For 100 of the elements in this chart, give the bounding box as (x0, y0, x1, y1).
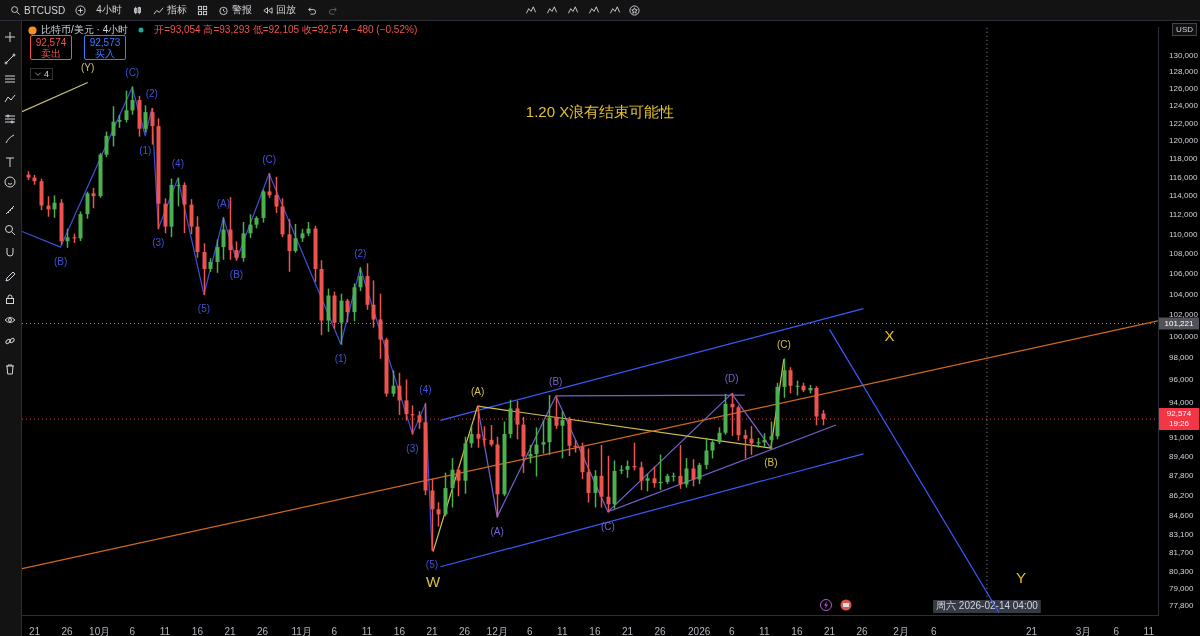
annotation: (B) (229, 268, 244, 280)
x-tick-label: 26 (654, 625, 667, 636)
y-tick-label: 77,800 (1169, 600, 1195, 610)
y-tick-label: 118,000 (1169, 154, 1198, 164)
text: 1.20 X浪有结束可能性 (525, 103, 675, 120)
ref-line-label: 101,221 (1164, 318, 1195, 328)
x-tick-label: 12月 (486, 625, 508, 636)
y-tick-label: 110,000 (1169, 229, 1198, 239)
text: 指标 (166, 3, 187, 17)
annotation: 开=93,054 高=93,293 低=92,105 收=92,574 −480 (−0.52%) (154, 23, 418, 37)
annotation: (5) (197, 303, 211, 315)
x-tick-label: 11 (557, 625, 568, 636)
y-tick-label: 106,000 (1169, 269, 1199, 279)
x-tick-label: 11 (361, 625, 373, 636)
y-tick-label: 120,000 (1169, 136, 1199, 146)
annotation: (C) (125, 66, 140, 78)
x-tick-label: 21 (823, 625, 836, 636)
x-tick-label: 21 (426, 625, 438, 636)
x-tick-label: 11 (759, 625, 770, 636)
y-tick-label: 130,000 (1169, 50, 1199, 60)
annotation: (3) (152, 237, 165, 249)
annotation: (A) (470, 385, 485, 397)
x-tick-label: 10月 (89, 625, 111, 636)
y-tick-label: 112,000 (1169, 210, 1198, 220)
annotation: (C) (776, 338, 791, 350)
annotation: 92,573 买入 (84, 35, 126, 60)
annotation: (A) (490, 525, 504, 537)
x-tick-label: 11月 (291, 625, 312, 636)
y-tick-label: 98,000 (1169, 353, 1195, 363)
annotation: (B) (549, 375, 563, 387)
text: 回放 (275, 3, 296, 17)
annotation: Y (1015, 568, 1026, 586)
annotation: (B) (53, 255, 68, 267)
y-tick-label: 104,000 (1169, 289, 1199, 299)
x-tick-label: 16 (393, 625, 406, 636)
annotation: (5) (425, 559, 439, 571)
y-tick-label: 83,100 (1169, 529, 1195, 539)
y-tick-label: 102,000 (1169, 310, 1199, 320)
chart-subtitle: 比特币/美元 · 4小时 (41, 23, 129, 37)
x-tick-label: 26 (459, 625, 471, 636)
x-tick-label: 11 (159, 625, 171, 636)
annotation: (C) (262, 153, 277, 165)
annotation: (C) (600, 520, 615, 532)
y-tick-label: 84,600 (1169, 510, 1195, 520)
y-tick-label: 96,000 (1169, 375, 1195, 385)
x-tick-label: 26 (856, 625, 869, 636)
annotation: (Y) (81, 62, 95, 74)
x-tick-label: 6 (526, 625, 533, 636)
x-tick-label: 16 (791, 625, 803, 636)
x-tick-label: 26 (61, 625, 74, 636)
annotation: (1) (334, 352, 347, 364)
x-tick-label: 21 (28, 625, 41, 636)
x-tick-label: 6 (930, 625, 937, 636)
y-tick-label: 94,000 (1169, 397, 1195, 407)
y-tick-label: 81,700 (1169, 548, 1195, 558)
x-tick-label: 26 (257, 625, 269, 636)
annotation: (D) (724, 373, 739, 385)
x-tick-label: 2026 (688, 625, 711, 636)
text: 警报 (231, 3, 252, 17)
y-tick-label: 114,000 (1169, 191, 1198, 201)
x-tick-label: 11 (1143, 625, 1155, 636)
annotation: (3) (406, 442, 419, 454)
x-tick-label: 16 (589, 625, 601, 636)
ref-line-label: 92,574 19:26 (1166, 409, 1192, 429)
y-tick-label: 126,000 (1169, 84, 1199, 94)
y-tick-label: 124,000 (1169, 101, 1199, 111)
text: 4小时 (96, 3, 122, 17)
y-tick-label: 91,000 (1169, 432, 1195, 442)
x-tick-label: 21 (621, 625, 634, 636)
x-tick-label: 6 (331, 625, 338, 636)
annotation: 4 (44, 69, 50, 79)
annotation: (A) (216, 197, 231, 209)
annotation: (1) (139, 144, 152, 156)
x-tick-label: 21 (224, 625, 236, 636)
annotation: 92,574 卖出 (30, 35, 72, 60)
y-tick-label: 87,800 (1169, 471, 1195, 481)
y-tick-label: 108,000 (1169, 249, 1199, 259)
annotation: (4) (171, 158, 184, 170)
y-tick-label: 89,400 (1169, 451, 1195, 461)
y-tick-label: 80,300 (1169, 566, 1195, 576)
annotation: (B) (764, 456, 778, 468)
annotation: (2) (354, 247, 367, 259)
y-axis-title: USD (1172, 23, 1197, 36)
x-tick-label: 3月 (1075, 625, 1092, 636)
x-tick-label: 6 (129, 625, 136, 636)
x-tick-label: 6 (728, 625, 735, 636)
y-tick-label: 79,000 (1169, 584, 1195, 594)
y-tick-label: 128,000 (1169, 67, 1199, 77)
y-tick-label: 86,200 (1169, 490, 1195, 500)
annotation: (2) (145, 88, 158, 100)
y-tick-label: 100,000 (1169, 331, 1199, 341)
x-tick-label: 16 (191, 625, 204, 636)
x-tick-label: 21 (1025, 625, 1038, 636)
x-tick-label: 2月 (893, 625, 909, 636)
x-tick-label: 6 (1113, 625, 1120, 636)
y-tick-label: 116,000 (1169, 172, 1198, 182)
y-tick-label: 122,000 (1169, 118, 1199, 128)
text: BTCUSD (24, 4, 66, 16)
annotation: W (425, 573, 441, 591)
annotation: X (884, 326, 895, 344)
